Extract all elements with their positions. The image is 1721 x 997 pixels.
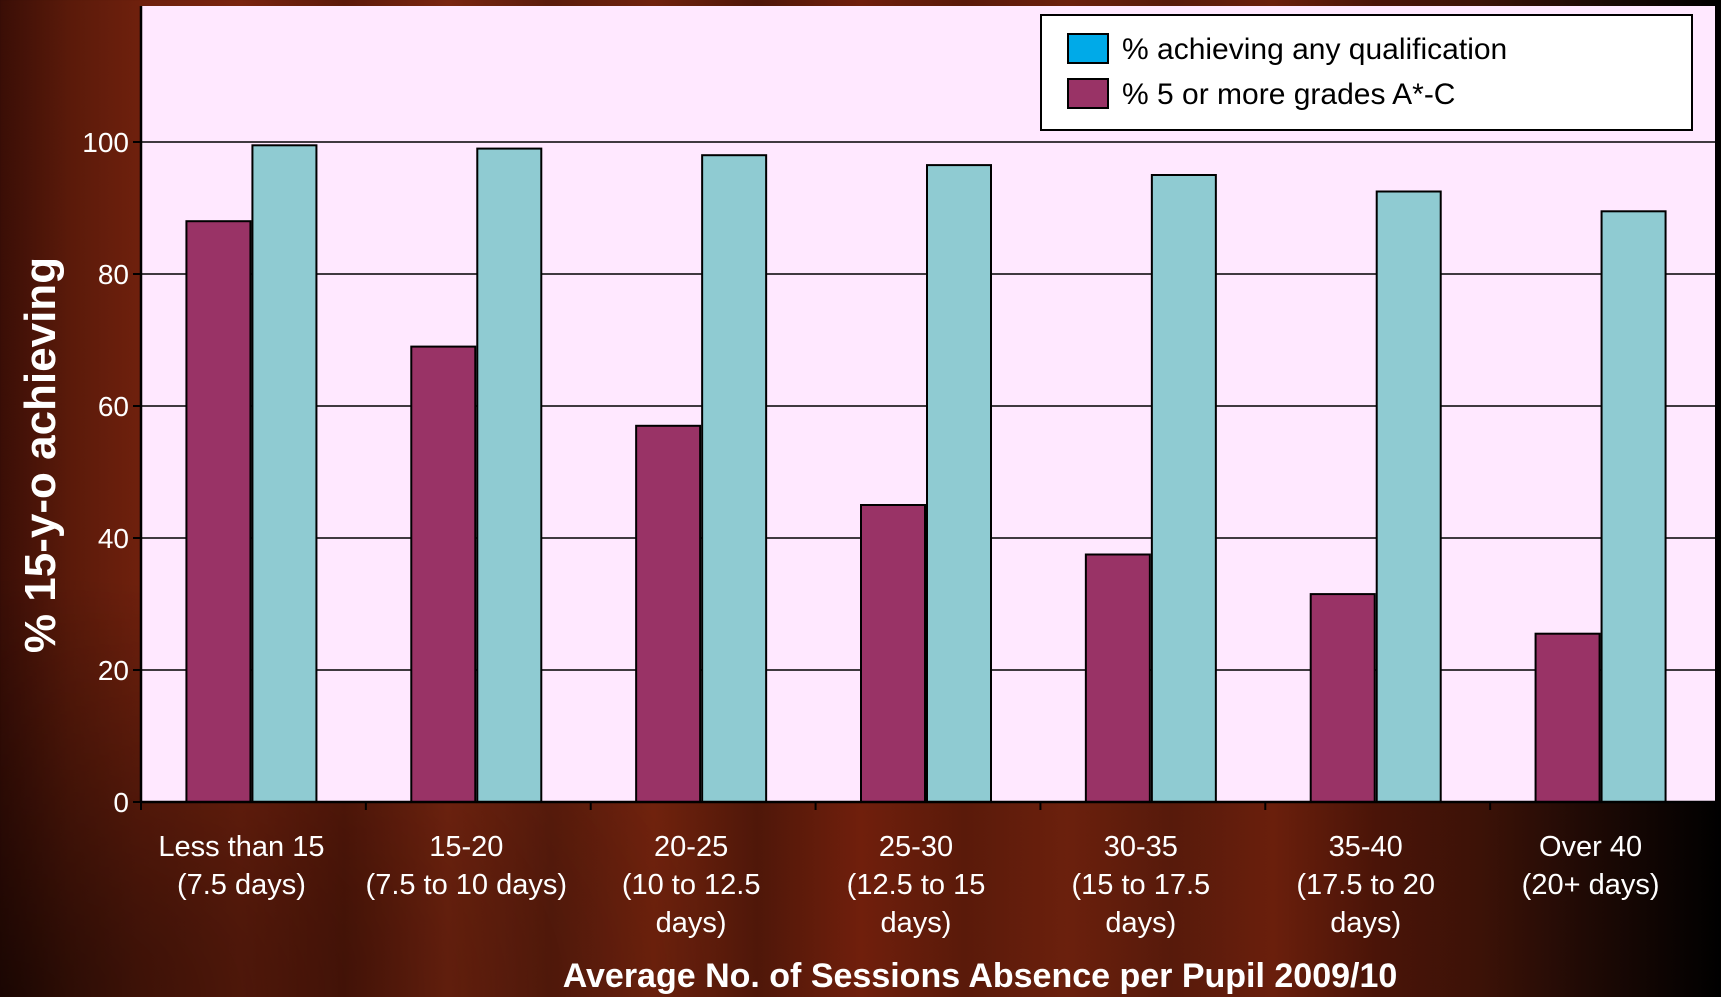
legend-swatch: [1067, 78, 1109, 109]
legend-label: % achieving any qualification: [1122, 33, 1507, 66]
x-category-label: 15-20: [429, 831, 503, 863]
x-category-label: days): [881, 907, 952, 939]
x-category-label: (17.5 to 20: [1296, 869, 1435, 901]
y-tick-label: 40: [98, 523, 129, 554]
bar-any-qualification: [1375, 190, 1442, 803]
x-category-label: (7.5 to 10 days): [366, 869, 568, 901]
legend-box: [1040, 14, 1693, 131]
x-category-label: 25-30: [879, 831, 953, 863]
bar-grades-a-c: [860, 504, 926, 803]
bar-any-qualification: [251, 144, 318, 804]
y-axis-label: % 15-y-o achieving: [16, 257, 65, 653]
bars: [185, 144, 1667, 804]
y-tick-label: 100: [82, 127, 129, 158]
bar-grades-a-c: [185, 220, 252, 803]
bar-grades-a-c: [1084, 553, 1151, 803]
x-category-label: (15 to 17.5: [1072, 869, 1211, 901]
x-axis-label: Average No. of Sessions Absence per Pupi…: [563, 957, 1398, 995]
legend-swatch: [1067, 33, 1109, 64]
x-category-label: Over 40: [1539, 831, 1642, 863]
legend-label: % 5 or more grades A*-C: [1122, 78, 1455, 111]
y-tick-label: 80: [98, 259, 129, 290]
x-category-label: days): [1330, 907, 1401, 939]
x-category-label: (20+ days): [1522, 869, 1660, 901]
x-category-label: 20-25: [654, 831, 728, 863]
bar-grades-a-c: [635, 424, 702, 803]
bar-any-qualification: [476, 147, 543, 804]
bar-any-qualification: [926, 164, 992, 804]
x-category-label: 35-40: [1329, 831, 1403, 863]
x-category-label: (7.5 days): [177, 869, 306, 901]
bar-grades-a-c: [1309, 593, 1376, 803]
bar-grades-a-c: [410, 345, 477, 803]
axes: 0 20 40 60 80 100 Less than 15 (7.5 days) 15-20 (…: [82, 6, 1716, 939]
y-tick-label: 20: [98, 655, 129, 686]
x-category-label: (10 to 12.5: [622, 869, 761, 901]
bar-any-qualification: [701, 154, 768, 803]
bar-any-qualification: [1600, 210, 1667, 804]
y-tick-label: 0: [113, 787, 129, 818]
x-category-label: (12.5 to 15: [847, 869, 986, 901]
x-category-label: days): [1105, 907, 1176, 939]
x-category-label: days): [656, 907, 727, 939]
x-category-label: Less than 15: [158, 831, 324, 863]
bar-grades-a-c: [1534, 632, 1601, 804]
bar-any-qualification: [1150, 174, 1217, 803]
x-category-label: 30-35: [1104, 831, 1178, 863]
y-tick-label: 60: [98, 391, 129, 422]
legend: % achieving any qualification % 5 or more…: [1040, 14, 1693, 131]
